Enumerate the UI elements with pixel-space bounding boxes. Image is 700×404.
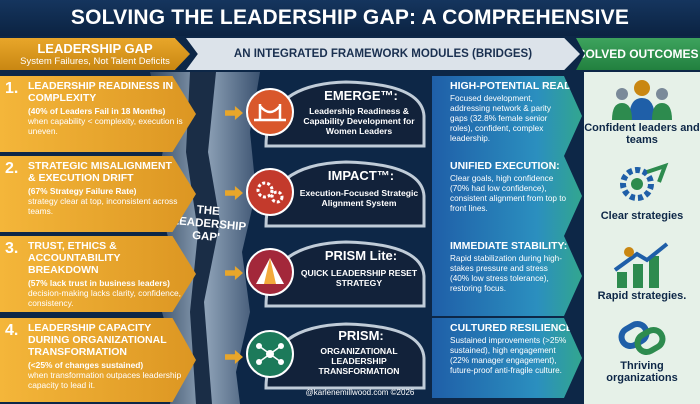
module-subtitle: ORGANIZATIONAL LEADERSHIP TRANSFORMATION [318,346,400,376]
result-immediate-stability: IMMEDIATE STABILITY: Rapid stabilization… [432,236,582,316]
gap-heading: STRATEGIC MISALIGNMENT & EXECUTION DRIFT [28,160,172,184]
leadership-gap-header-subtitle: System Failures, Not Talent Deficits [20,56,170,67]
prism-icon [246,248,294,296]
module-emerge: EMERGE™: Leadership Readiness & Capabili… [246,76,426,148]
result-heading: IMMEDIATE STABILITY: [450,240,568,252]
module-prism: PRISM: ORGANIZATIONAL LEADERSHIP TRANSFO… [246,318,426,394]
leadership-gap-header-title: LEADERSHIP GAP [37,41,153,56]
module-prism-lite: PRISM Lite: QUICK LEADERSHIP RESET STRAT… [246,236,426,308]
chain-link-icon [618,321,666,355]
module-subtitle: Execution-Focused Strategic Alignment Sy… [299,188,419,208]
outcome-label: Rapid strategies. [597,290,687,302]
gap-heading: TRUST, ETHICS & ACCOUNTABILITY BREAKDOWN [28,240,121,276]
gap-description: decision-making lacks clarity, confidenc… [28,288,181,308]
module-subtitle: QUICK LEADERSHIP RESET STRATEGY [300,268,418,288]
module-title: PRISM: [338,328,384,343]
outcome-thriving-organizations: Thriving organizations [584,318,700,384]
gap-item-2: 2. STRATEGIC MISALIGNMENT & EXECUTION DR… [0,156,196,232]
framework-header: AN INTEGRATED FRAMEWORK MODULES (BRIDGES… [186,38,580,70]
footer-credit: @karlenemillwood.com ©2026 [305,388,415,397]
outcomes-header: SOLVED OUTCOMES [576,38,700,70]
gap-description: strategy clear at top, inconsistent acro… [28,196,178,216]
result-cultured-resilience: CULTURED RESILIENCE: Sustained improveme… [432,318,582,398]
team-icon [612,80,672,120]
result-description: Rapid stabilization during high-stakes p… [450,254,562,293]
gap-number: 1. [5,80,19,97]
gap-stat: (<25% of changes sustained) [28,360,144,370]
gap-item-1: 1. LEADERSHIP READINESS IN COMPLEXITY (4… [0,76,196,152]
outcome-label: Thriving organizations [606,360,678,384]
network-icon [246,330,294,378]
gap-number: 2. [5,160,19,177]
gap-stat: (67% Strategy Failure Rate) [28,186,137,196]
module-title: IMPACT™: [327,168,395,183]
gap-heading: LEADERSHIP CAPACITY DURING ORGANIZATIONA… [28,322,167,358]
gap-item-3: 3. TRUST, ETHICS & ACCOUNTABILITY BREAKD… [0,236,196,312]
result-description: Sustained improvements (>25% sustained),… [450,336,567,375]
result-description: Focused development, addressing network … [450,94,552,143]
result-unified-execution: UNIFIED EXECUTION: Clear goals, high con… [432,156,582,236]
leadership-gap-header: LEADERSHIP GAP System Failures, Not Tale… [0,38,190,70]
gears-icon [246,168,294,216]
outcome-clear-strategies: Clear strategies [584,160,700,222]
growth-icon [613,242,669,288]
result-heading: UNIFIED EXECUTION: [450,160,560,172]
gap-stat: (57% lack trust in business leaders) [28,278,170,288]
module-title: EMERGE™: [324,88,398,103]
gap-number: 4. [5,322,19,339]
gap-number: 3. [5,240,19,257]
gear-target-icon [620,162,669,201]
gap-stat: (40% of Leaders Fail in 18 Months) [28,106,166,116]
gap-heading: LEADERSHIP READINESS IN COMPLEXITY [28,80,174,104]
module-subtitle: Leadership Readiness & Capability Develo… [303,106,415,136]
bridge-icon [246,88,294,136]
gap-item-4: 4. LEADERSHIP CAPACITY DURING ORGANIZATI… [0,318,196,402]
outcome-confident-leaders: Confident leaders and teams [584,76,700,146]
gap-description: when capability < complexity, execution … [28,116,183,136]
module-impact: IMPACT™: Execution-Focused Strategic Ali… [246,156,426,228]
result-heading: HIGH-POTENTIAL READY: [450,80,582,92]
page-title: SOLVING THE LEADERSHIP GAP: A COMPREHENS… [0,0,700,65]
gap-description: when transformation outpaces leadership … [28,370,182,390]
result-heading: CULTURED RESILIENCE: [450,322,577,334]
outcome-rapid-strategies: Rapid strategies. [584,240,700,302]
outcome-label: Confident leaders and teams [584,122,700,146]
chasm-illustration [150,72,260,404]
result-description: Clear goals, high confidence (70% had lo… [450,174,567,213]
result-high-potential: HIGH-POTENTIAL READY: Focused developmen… [432,76,582,156]
outcome-label: Clear strategies [600,210,684,222]
module-title: PRISM Lite: [324,248,398,263]
